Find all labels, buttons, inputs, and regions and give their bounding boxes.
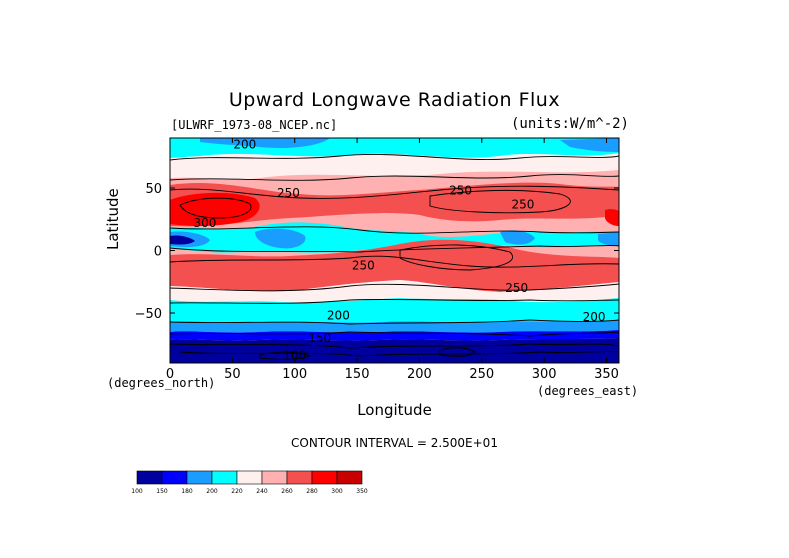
colorbar-level-label: 220 bbox=[231, 488, 243, 495]
x-tick-label: 150 bbox=[345, 367, 370, 382]
colorbar-level-label: 180 bbox=[181, 488, 193, 495]
x-tick-label: 250 bbox=[469, 367, 494, 382]
x-tick-label: 200 bbox=[407, 367, 432, 382]
contour-label: 150 bbox=[308, 331, 331, 345]
x-tick-label: 50 bbox=[224, 367, 241, 382]
y-unit-label: (degrees_north) bbox=[107, 376, 216, 390]
colorbar-swatch bbox=[336, 470, 363, 485]
contour-label: 250 bbox=[277, 186, 300, 200]
contour-label: 200 bbox=[327, 309, 350, 323]
colorbar-swatch bbox=[136, 470, 163, 485]
colorbar-level-label: 260 bbox=[281, 488, 293, 495]
dataset-label: [ULWRF_1973-08_NCEP.nc] bbox=[171, 118, 338, 132]
y-tick-label: 0 bbox=[154, 245, 162, 260]
x-unit-label: (degrees_east) bbox=[537, 384, 639, 398]
colorbar-level-label: 350 bbox=[356, 488, 368, 495]
colorbar-level-label: 200 bbox=[206, 488, 218, 495]
x-axis-label: Longitude bbox=[357, 401, 432, 419]
north-blue-patch-2 bbox=[560, 138, 619, 152]
contour-label: 250 bbox=[512, 197, 535, 211]
contour-label: 250 bbox=[449, 184, 472, 198]
colorbar-swatch bbox=[286, 470, 313, 485]
colorbar-swatch bbox=[261, 470, 288, 485]
north-warm-band bbox=[170, 182, 619, 227]
south-blue-band bbox=[170, 320, 619, 333]
colorbar-level-label: 240 bbox=[256, 488, 268, 495]
north-hot-core bbox=[170, 192, 260, 226]
contour-interval: CONTOUR INTERVAL = 2.500E+01 bbox=[291, 436, 498, 450]
colorbar-level-label: 280 bbox=[306, 488, 318, 495]
colorbar-level-label: 300 bbox=[331, 488, 343, 495]
colorbar-level-label: 150 bbox=[156, 488, 168, 495]
y-ticks: −50 0 50 bbox=[135, 182, 619, 322]
contour-label: 100 bbox=[283, 349, 306, 363]
plot-frame bbox=[169, 137, 620, 364]
y-axis-label: Latitude bbox=[104, 188, 122, 250]
chart-title: Upward Longwave Radiation Flux bbox=[228, 89, 561, 111]
north-cold-band bbox=[170, 138, 619, 158]
contour-label: 250 bbox=[352, 259, 375, 273]
contour-label: 250 bbox=[505, 281, 528, 295]
contour-label: 200 bbox=[583, 310, 606, 324]
y-tick-label: −50 bbox=[135, 307, 162, 322]
contour-label: 300 bbox=[193, 216, 216, 230]
contour-lines bbox=[170, 154, 619, 360]
south-pale-band bbox=[170, 280, 619, 303]
colorbar: 100 150 180 200 220 240 260 280 300 350 bbox=[131, 470, 368, 495]
x-ticks: 0 50 100 150 200 250 300 350 bbox=[166, 138, 619, 382]
north-pale-band bbox=[170, 153, 619, 180]
antarctic-navy-band bbox=[170, 338, 619, 363]
south-royal-band bbox=[170, 330, 619, 341]
colorbar-swatch bbox=[311, 470, 338, 485]
x-tick-label: 100 bbox=[282, 367, 307, 382]
tropical-blue-core bbox=[255, 228, 306, 249]
south-warm-band bbox=[170, 239, 619, 292]
west-blue-core bbox=[170, 231, 210, 248]
east-blue-core bbox=[598, 232, 619, 246]
west-navy-core bbox=[170, 235, 195, 245]
colorbar-swatch bbox=[211, 470, 238, 485]
x-tick-label: 300 bbox=[532, 367, 557, 382]
colorbar-swatch bbox=[161, 470, 188, 485]
x-tick-label: 350 bbox=[594, 367, 619, 382]
units-label: (units:W/m^-2) bbox=[510, 116, 629, 132]
tropical-blue-core-2 bbox=[500, 230, 535, 245]
colorbar-swatch bbox=[236, 470, 263, 485]
south-cyan-band bbox=[170, 298, 619, 323]
colorbar-swatch bbox=[186, 470, 213, 485]
tropical-cold-belt bbox=[170, 222, 619, 253]
field-base bbox=[170, 138, 619, 363]
north-blue-patch bbox=[200, 138, 330, 148]
y-tick-label: 50 bbox=[145, 182, 162, 197]
colorbar-level-label: 100 bbox=[131, 488, 143, 495]
contour-label: 200 bbox=[233, 137, 256, 151]
east-hot-core bbox=[605, 209, 619, 226]
